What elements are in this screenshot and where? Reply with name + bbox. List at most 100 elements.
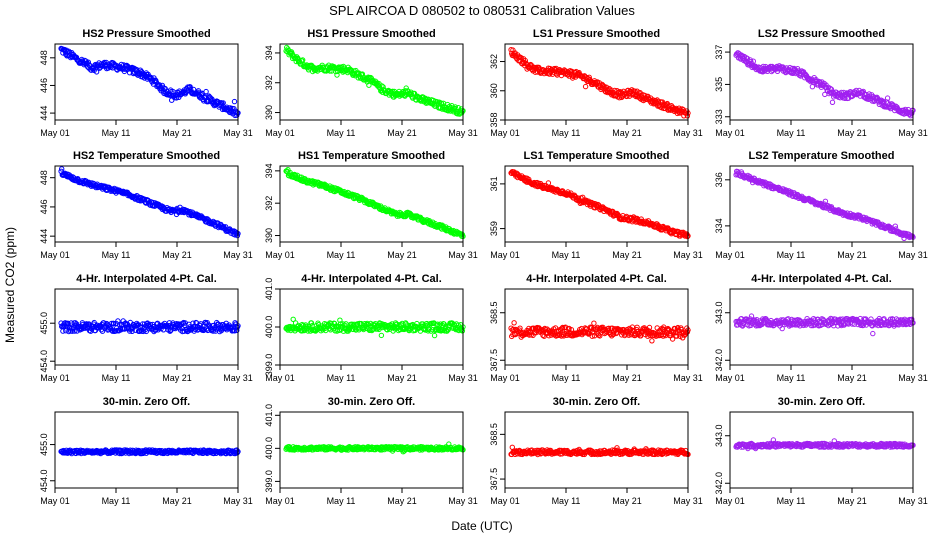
x-tick-label: May 21 [387, 373, 417, 383]
panel-12: 4-Hr. Interpolated 4-Pt. Cal. May 01 May 1… [714, 273, 928, 383]
y-tick-label: 455.0 [39, 312, 49, 335]
data-point [822, 198, 829, 205]
y-tick-label: 358 [489, 112, 499, 127]
y-tick-label: 334 [714, 218, 724, 233]
data-point [72, 320, 79, 326]
data-point [684, 233, 691, 240]
data-point [860, 322, 866, 329]
x-tick-label: May 01 [715, 373, 745, 383]
x-tick-label: May 01 [715, 128, 745, 138]
x-tick-label: May 31 [448, 250, 478, 260]
x-tick-label: May 31 [673, 250, 703, 260]
y-tick-label: 394 [264, 163, 274, 178]
data-point [607, 331, 614, 338]
y-tick-label: 448 [39, 50, 49, 65]
data-point [860, 88, 866, 95]
x-tick-label: May 31 [223, 373, 253, 383]
x-tick-label: May 21 [612, 373, 642, 383]
panel-frame [54, 411, 239, 489]
x-tick-label: May 11 [777, 373, 806, 383]
data-point [359, 71, 366, 77]
x-tick-label: May 21 [162, 496, 192, 506]
data-point [62, 48, 68, 55]
data-point [66, 48, 72, 54]
panel-title: LS1 Temperature Smoothed [524, 150, 670, 162]
x-tick-label: May 31 [673, 373, 703, 383]
y-tick-label: 361 [489, 176, 499, 191]
data-points [508, 444, 691, 458]
x-tick-label: May 31 [898, 128, 928, 138]
x-tick-label: May 01 [40, 128, 70, 138]
data-point [669, 336, 676, 342]
panel-title: 4-Hr. Interpolated 4-Pt. Cal. [751, 273, 892, 285]
y-tick-label: 454.0 [39, 350, 49, 373]
panel-frame [504, 43, 689, 121]
panel-frame [504, 165, 689, 243]
panel-title: HS2 Temperature Smoothed [73, 150, 220, 162]
x-tick-label: May 31 [673, 496, 703, 506]
data-point [143, 328, 150, 335]
y-tick-label: 337 [714, 45, 724, 60]
y-tick-label: 333 [714, 109, 724, 124]
x-tick-label: May 21 [162, 373, 192, 383]
panel-10: 4-Hr. Interpolated 4-Pt. Cal.May 01 May 1… [264, 273, 478, 383]
panel-frame [54, 288, 239, 366]
y-tick-label: 454.0 [39, 470, 49, 493]
data-point [597, 333, 603, 339]
x-tick-label: May 01 [715, 250, 745, 260]
data-point [893, 321, 899, 328]
y-tick-label: 367.5 [489, 349, 499, 372]
x-tick-label: May 01 [490, 373, 520, 383]
y-tick-label: 392 [264, 75, 274, 90]
data-point [835, 323, 841, 329]
x-tick-label: May 11 [102, 128, 131, 138]
data-points [58, 166, 241, 239]
panel-frame [279, 411, 464, 489]
panel-title: LS2 Pressure Smoothed [758, 28, 885, 40]
x-tick-label: May 21 [837, 373, 867, 383]
x-tick-label: May 01 [265, 373, 295, 383]
panel-frame [504, 288, 689, 366]
page-title: SPL AIRCOA D 080502 to 080531 Calibratio… [329, 3, 635, 18]
x-tick-label: May 11 [327, 250, 356, 260]
x-tick-label: May 21 [837, 250, 867, 260]
panel-title: HS1 Pressure Smoothed [307, 28, 435, 40]
data-point [173, 95, 180, 101]
data-point [378, 332, 385, 339]
data-point [430, 327, 436, 333]
x-tick-label: May 11 [327, 128, 356, 138]
data-point [290, 316, 296, 322]
data-points [58, 318, 241, 335]
y-tick-label: 390 [264, 105, 274, 120]
panel-frame [279, 43, 464, 121]
data-point [431, 332, 438, 339]
data-points [733, 168, 916, 242]
data-point [568, 327, 575, 333]
panel-title: LS2 Temperature Smoothed [749, 150, 895, 162]
data-points [508, 169, 691, 240]
panel-title: LS1 Pressure Smoothed [533, 28, 660, 40]
data-points [733, 313, 916, 337]
x-tick-label: May 31 [448, 496, 478, 506]
data-point [129, 328, 135, 334]
x-tick-label: May 21 [162, 250, 192, 260]
data-points [508, 47, 691, 119]
y-tick-label: 335 [714, 77, 724, 92]
data-points [283, 316, 466, 339]
x-tick-label: May 31 [223, 496, 253, 506]
data-point [93, 69, 100, 75]
panel-title: HS1 Temperature Smoothed [298, 150, 445, 162]
data-point [812, 322, 819, 328]
x-tick-label: May 01 [490, 128, 520, 138]
x-tick-label: May 31 [898, 250, 928, 260]
data-points [283, 44, 466, 117]
y-tick-label: 390 [264, 228, 274, 243]
x-tick-label: May 21 [387, 250, 417, 260]
data-point [552, 325, 559, 331]
